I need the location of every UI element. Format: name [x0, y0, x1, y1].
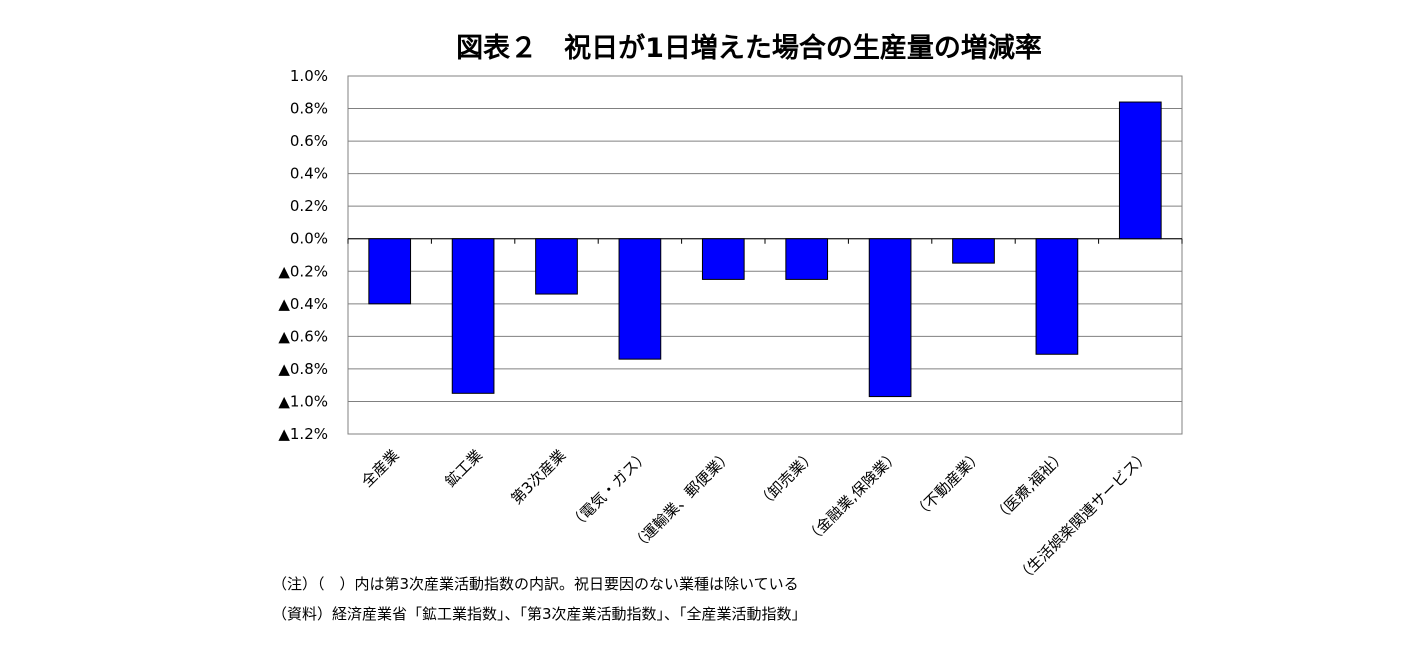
bar — [785, 238, 829, 280]
y-tick-label: ▲0.6% — [278, 327, 328, 345]
x-tick-label: （医療,福祉） — [990, 446, 1070, 526]
bar — [868, 238, 912, 398]
x-tick-label: （生活娯楽関連サービス） — [1013, 446, 1153, 586]
bar — [535, 238, 578, 295]
x-tick-label: 第3次産業 — [507, 446, 569, 508]
x-tick-label: 鉱工業 — [441, 446, 486, 491]
y-tick-label: ▲1.2% — [278, 425, 328, 443]
source-note: （資料）経済産業省「鉱工業指数」、「第3次産業活動指数」、「全産業活動指数」 — [272, 605, 807, 623]
bar — [1118, 101, 1162, 240]
y-tick-label: ▲0.2% — [278, 262, 328, 280]
x-tick-label: （不動産業） — [910, 446, 986, 522]
y-tick-label: 1.0% — [290, 67, 328, 85]
y-tick-label: 0.6% — [290, 132, 328, 150]
y-tick-label: 0.0% — [290, 230, 328, 248]
bar — [618, 238, 662, 360]
footnote: （注）（ ）内は第3次産業活動指数の内訳。祝日要因のない業種は除いている — [272, 575, 799, 593]
y-tick-label: ▲1.0% — [278, 392, 328, 410]
y-tick-label: 0.2% — [290, 197, 328, 215]
y-tick-label: 0.8% — [290, 100, 328, 118]
bar — [451, 238, 495, 394]
bar — [701, 238, 745, 280]
x-tick-label: （卸売業） — [754, 446, 820, 512]
bar — [368, 238, 412, 305]
bar — [1035, 238, 1079, 355]
x-tick-label: 全産業 — [358, 446, 403, 491]
y-tick-label: ▲0.4% — [278, 295, 328, 313]
x-tick-label: （電気・ガス） — [566, 446, 653, 533]
y-tick-label: 0.4% — [290, 165, 328, 183]
plot-area: 1.0% 0.8% 0.6% 0.4% 0.2% 0.0% ▲0.2% ▲0.4% ▲0.6% ▲… — [278, 67, 1183, 586]
chart-title: 図表２ 祝日が1日増えた場合の生産量の増減率 — [456, 32, 1042, 64]
bar — [952, 238, 995, 264]
y-tick-label: ▲0.8% — [278, 360, 328, 378]
